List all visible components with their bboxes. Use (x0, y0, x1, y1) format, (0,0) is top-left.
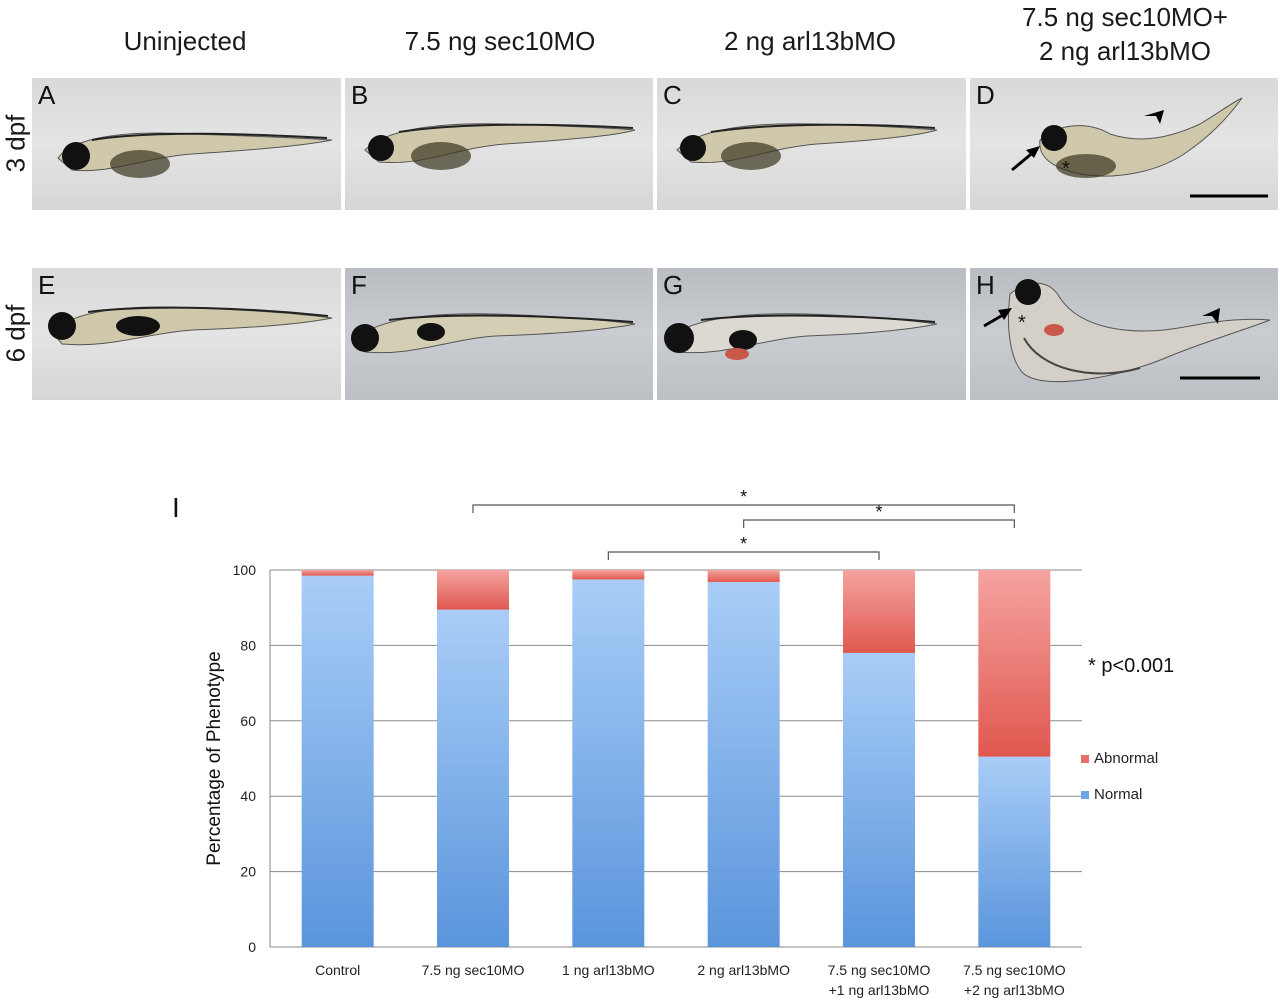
legend-swatch-abnormal (1081, 755, 1089, 763)
bar-abnormal (301, 570, 374, 576)
significance-label: * (740, 487, 747, 507)
significance-label: * (875, 502, 882, 522)
bar-abnormal (437, 570, 509, 610)
y-tick-label: 0 (248, 939, 256, 955)
panel-c: C (657, 78, 966, 210)
panel-letter: D (976, 80, 995, 110)
column-header-sec10mo: 7.5 ng sec10MO (380, 24, 620, 58)
p-value-annotation: * p<0.001 (1088, 655, 1175, 677)
larva-image (1011, 97, 1268, 198)
y-tick-label: 80 (240, 637, 256, 653)
x-tick-label: 7.5 ng sec10MO (422, 962, 525, 978)
y-axis-label: Percentage of Phenotype (204, 651, 225, 865)
panel-e: E (32, 268, 341, 400)
column-header-line: 2 ng arl13bMO (724, 26, 896, 56)
column-header-line: 7.5 ng sec10MO+ (1022, 2, 1228, 32)
x-tick-label: 7.5 ng sec10MO (828, 962, 931, 978)
bar-normal (707, 582, 780, 947)
bar-abnormal (978, 570, 1051, 757)
asterisk-marker: * (1062, 158, 1070, 180)
panel-letter: E (38, 270, 56, 300)
column-header-uninjected: Uninjected (90, 24, 280, 58)
panel-letter: A (38, 80, 56, 110)
x-tick-label: +1 ng arl13bMO (829, 982, 930, 998)
panel-letter: H (976, 270, 995, 300)
arrow-icon (1011, 146, 1040, 172)
panel-f: F (345, 268, 653, 400)
column-header-arl13bmo: 2 ng arl13bMO (690, 24, 930, 58)
arrowhead-icon (1202, 308, 1220, 324)
legend-label-normal: Normal (1094, 786, 1142, 803)
x-tick-label: 2 ng arl13bMO (697, 962, 790, 978)
legend-label-abnormal: Abnormal (1094, 750, 1158, 767)
asterisk-marker: * (1018, 312, 1026, 334)
column-header-line: 7.5 ng sec10MO (404, 26, 596, 56)
y-tick-label: 40 (240, 788, 256, 804)
bar-normal (572, 579, 645, 947)
x-tick-label: +2 ng arl13bMO (964, 982, 1065, 998)
bar-normal (978, 756, 1051, 947)
larva-image (48, 306, 333, 346)
column-header-line: 2 ng arl13bMO (1039, 36, 1211, 66)
larva-image (983, 279, 1271, 383)
y-tick-label: 100 (233, 562, 257, 578)
larva-image (57, 132, 333, 178)
panel-letter: B (351, 80, 369, 110)
y-tick-label: 20 (240, 864, 256, 880)
panel-i-letter: I (172, 492, 180, 523)
panel-a: A (32, 78, 341, 210)
column-header-line: Uninjected (123, 26, 247, 56)
bar-normal (301, 575, 374, 947)
panel-letter: C (663, 80, 682, 110)
x-tick-label: 1 ng arl13bMO (562, 962, 655, 978)
bar-abnormal (572, 570, 645, 580)
bar-normal (843, 652, 915, 947)
panel-h: * H (970, 268, 1278, 400)
legend-swatch-normal (1081, 791, 1089, 799)
y-tick-label: 60 (240, 713, 256, 729)
panel-letter: F (351, 270, 367, 300)
larva-image (664, 313, 938, 360)
significance-bracket (472, 504, 1015, 513)
panel-d: * D (970, 78, 1278, 210)
arrow-icon (983, 308, 1012, 328)
column-header-combined: 7.5 ng sec10MO+ 2 ng arl13bMO (990, 0, 1260, 68)
panel-g: G (657, 268, 966, 400)
x-tick-label: Control (315, 962, 360, 978)
panel-b: B (345, 78, 653, 210)
significance-bracket (607, 551, 880, 560)
panel-letter: G (663, 270, 684, 300)
bar-normal (437, 609, 509, 947)
arrowhead-icon (1144, 110, 1164, 124)
larva-image (364, 123, 636, 170)
larva-image (351, 313, 636, 354)
larva-image (676, 123, 938, 170)
significance-label: * (740, 534, 747, 554)
x-tick-label: 7.5 ng sec10MO (963, 962, 1066, 978)
bar-abnormal (843, 570, 915, 653)
significance-bracket (743, 519, 1015, 528)
bar-abnormal (707, 570, 780, 583)
